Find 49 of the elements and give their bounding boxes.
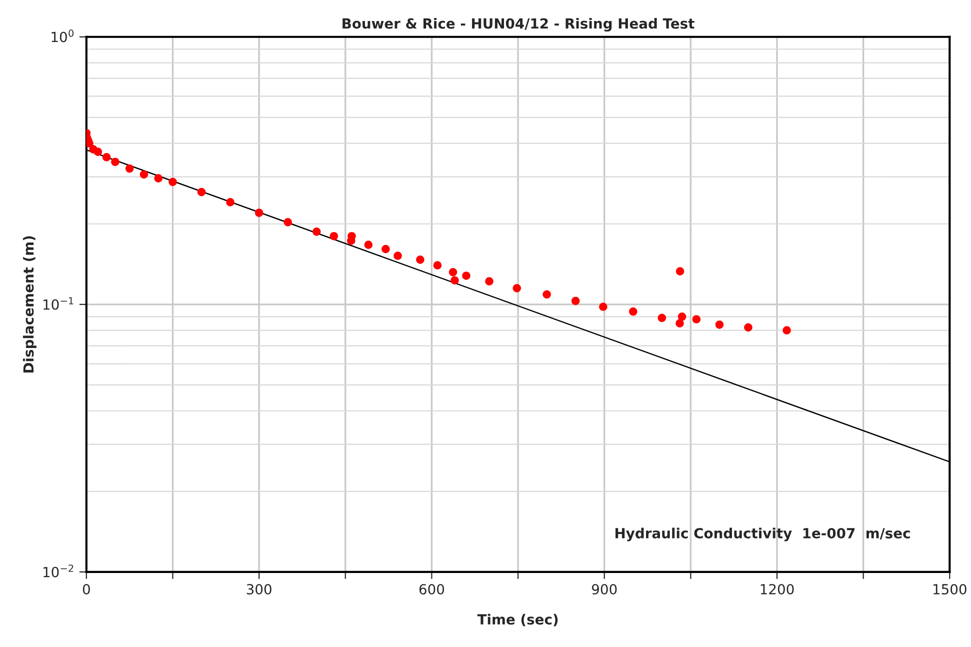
point <box>542 290 551 299</box>
point <box>676 267 684 276</box>
x-tick-label: 0 <box>82 584 90 595</box>
x-tick-label: 600 <box>419 584 444 595</box>
point <box>715 320 724 329</box>
x-tick-label: 1500 <box>933 584 966 595</box>
y-tick-label: 10$^{−2}$ <box>44 564 74 578</box>
x-axis-title: Time (sec) <box>477 614 558 626</box>
point <box>382 244 390 254</box>
point <box>512 284 522 292</box>
point <box>599 302 608 311</box>
x-tick-label: 300 <box>246 584 272 595</box>
point <box>448 268 458 276</box>
point <box>102 153 111 162</box>
point <box>571 296 580 306</box>
chart-title: Bouwer & Rice - HUN04/12 - Rising Head Test <box>342 18 694 32</box>
annotation: Hydraulic Conductivity 1e-007 m/sec <box>616 528 910 542</box>
point <box>485 277 494 286</box>
point <box>86 139 94 148</box>
point <box>462 272 470 280</box>
y-axis-title: Displacement (m) <box>22 236 36 372</box>
point <box>658 314 666 322</box>
point <box>676 319 684 328</box>
point <box>284 218 292 226</box>
point <box>364 240 373 249</box>
point <box>226 198 234 206</box>
y-tick-label: 10$^{−1}$ <box>44 297 74 310</box>
point <box>394 252 402 260</box>
point <box>94 148 102 156</box>
point <box>678 312 686 321</box>
point <box>450 276 459 285</box>
point <box>168 178 177 186</box>
point <box>197 188 206 196</box>
x-tick-label: 1200 <box>760 584 794 595</box>
point <box>744 323 752 332</box>
y-tick-label: 10$^{0}$ <box>52 30 74 42</box>
x-tick-label: 900 <box>592 584 617 595</box>
point <box>692 315 701 324</box>
point <box>782 326 791 335</box>
point <box>154 174 163 182</box>
point <box>312 228 321 236</box>
point <box>125 164 134 173</box>
point <box>254 208 264 217</box>
point <box>628 307 638 316</box>
point <box>416 255 424 264</box>
point <box>111 158 120 166</box>
point <box>330 232 338 240</box>
point <box>140 170 148 179</box>
point <box>433 261 442 270</box>
